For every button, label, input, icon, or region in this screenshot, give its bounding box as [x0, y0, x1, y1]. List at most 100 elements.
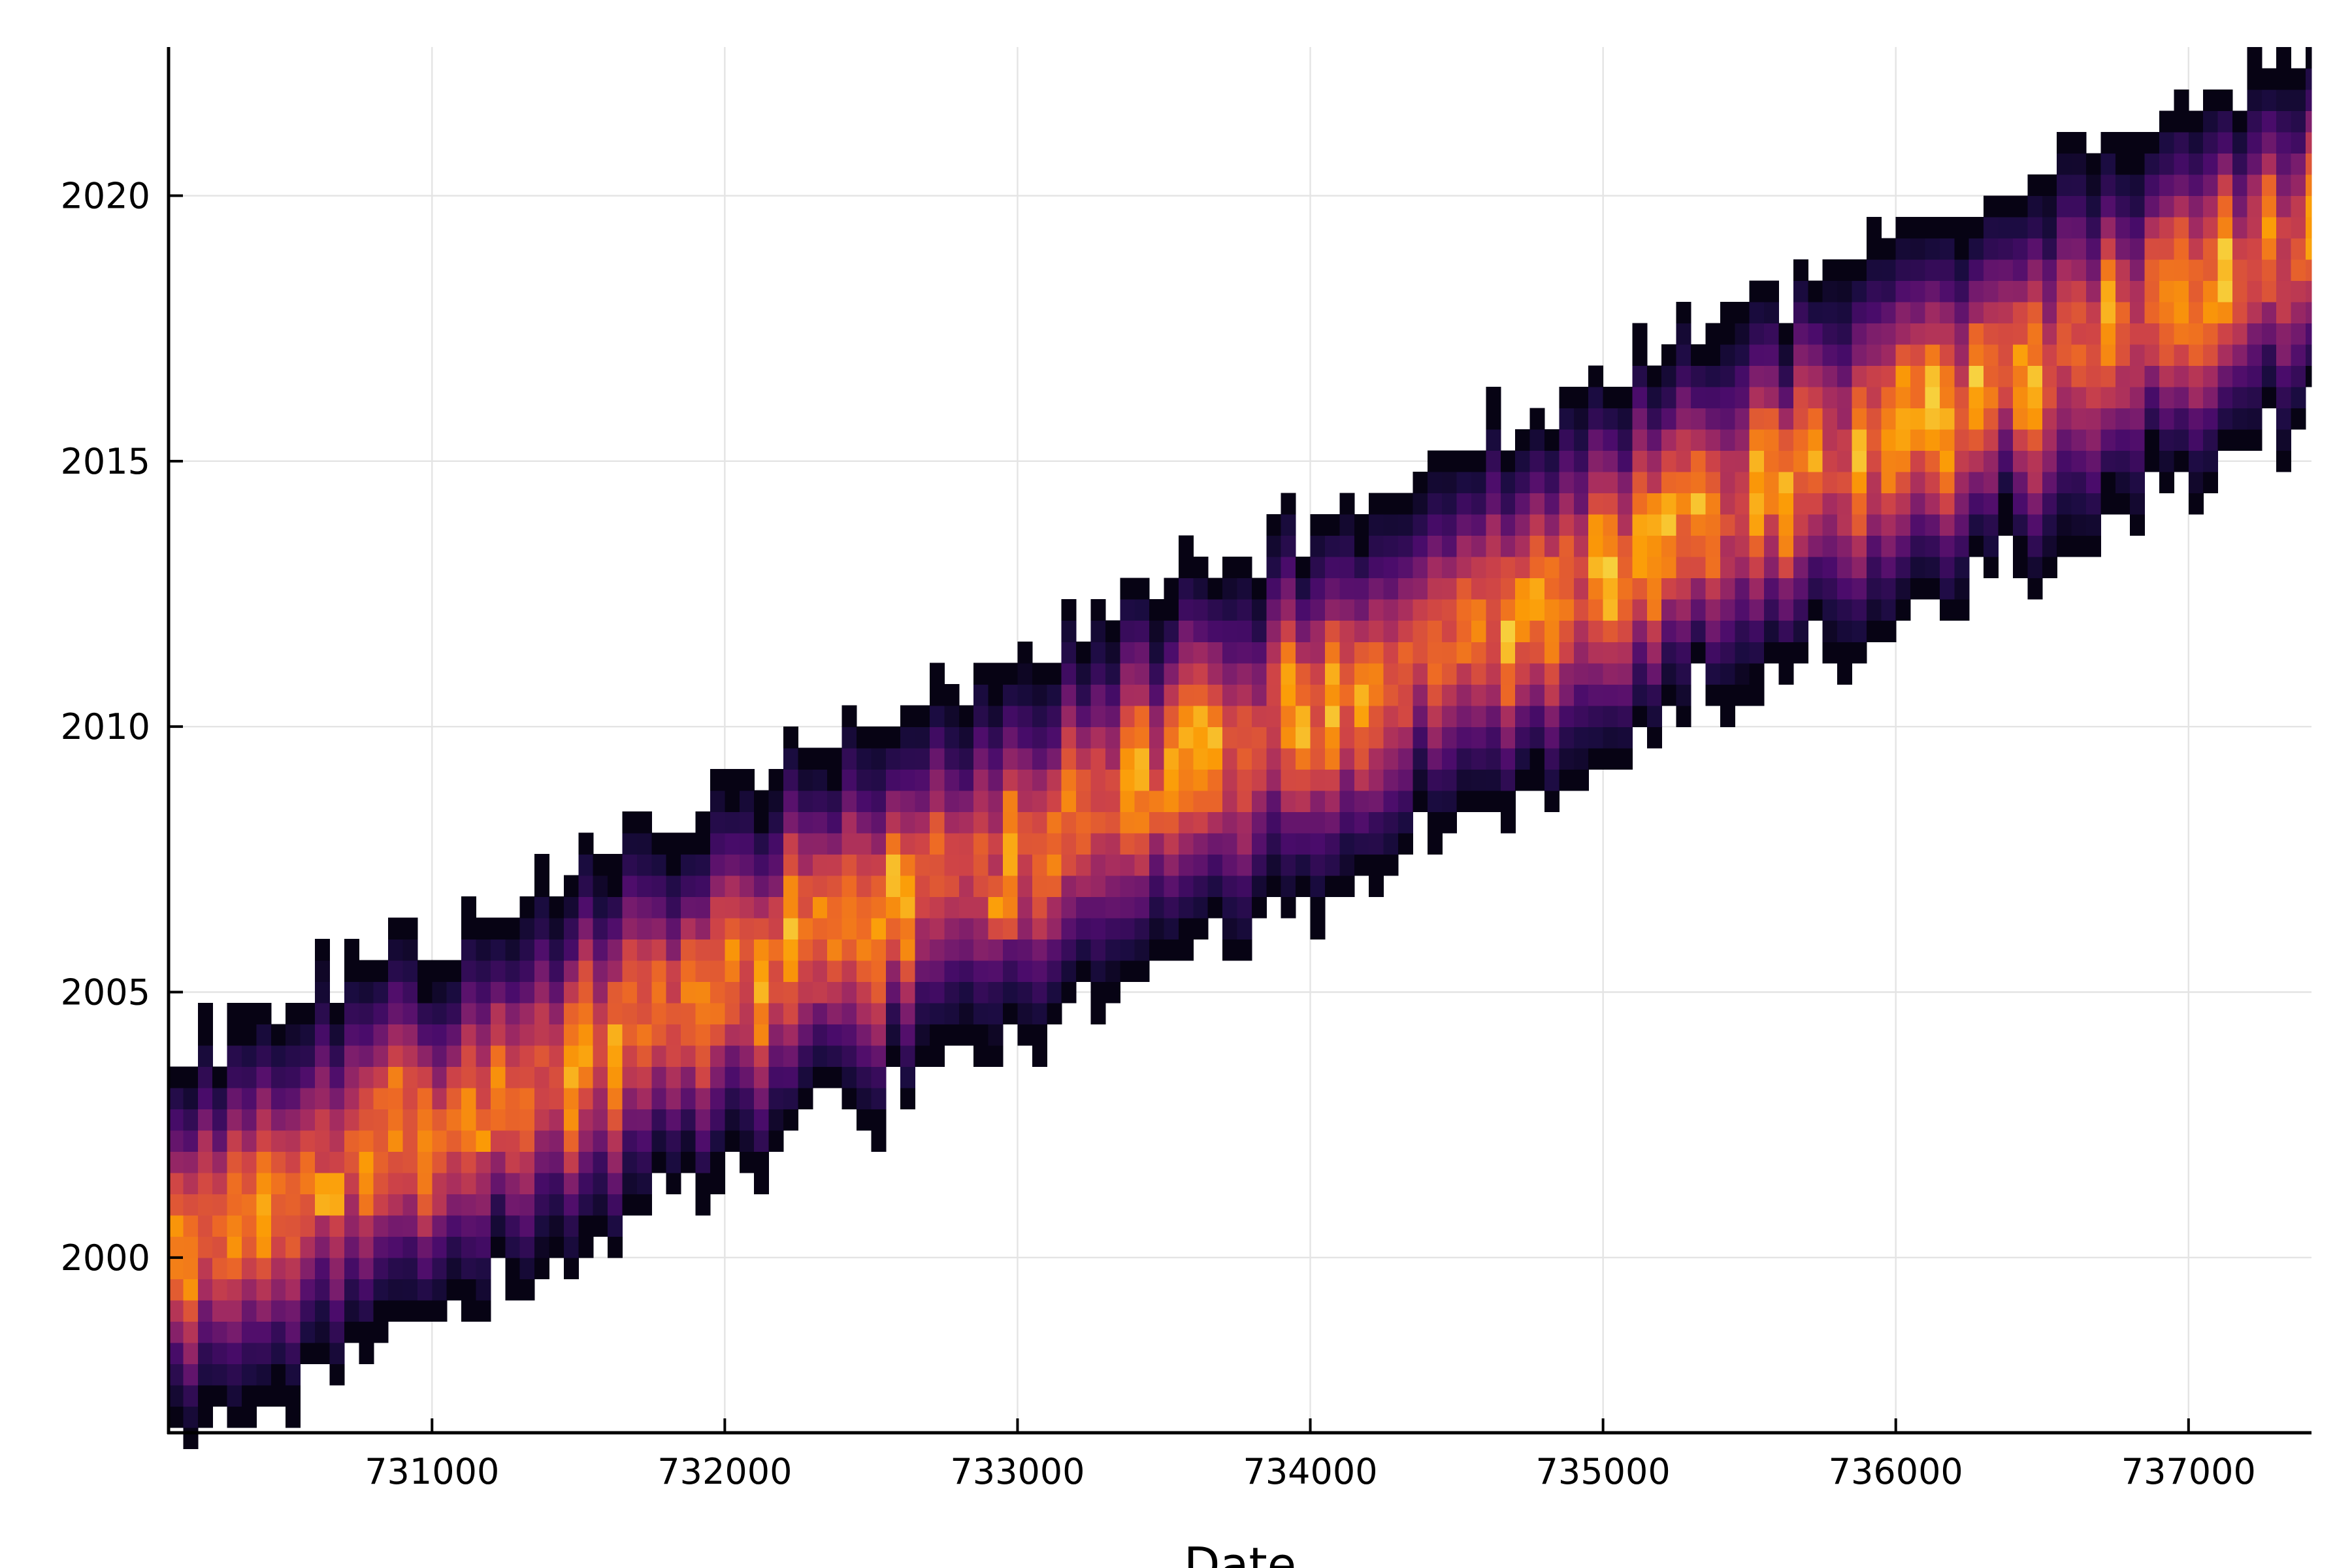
heatmap-cell: [388, 981, 404, 1004]
heatmap-cell: [1954, 429, 1970, 451]
heatmap-cell: [1735, 493, 1750, 515]
heatmap-cell: [1529, 599, 1545, 621]
heatmap-cell: [476, 917, 491, 939]
heatmap-cell: [1486, 429, 1501, 451]
heatmap-cell: [373, 1236, 389, 1258]
heatmap-cell: [651, 1066, 667, 1088]
heatmap-cell: [1676, 323, 1691, 345]
heatmap-cell: [2261, 280, 2277, 302]
heatmap-cell: [402, 1172, 418, 1194]
heatmap-cell: [1881, 344, 1897, 367]
heatmap-cell: [1968, 429, 1984, 451]
heatmap-cell: [944, 790, 960, 812]
heatmap-cell: [534, 896, 550, 919]
heatmap-cell: [1895, 514, 1911, 536]
heatmap-cell: [1222, 557, 1238, 579]
heatmap-cell: [2188, 408, 2204, 430]
heatmap-cell: [1427, 727, 1443, 749]
heatmap-cell: [1134, 811, 1150, 834]
heatmap-cell: [402, 1299, 418, 1322]
heatmap-cell: [944, 684, 960, 706]
heatmap-cell: [695, 1109, 711, 1131]
heatmap-cell: [169, 1194, 184, 1216]
heatmap-cell: [1354, 811, 1369, 834]
heatmap-cell: [1281, 747, 1296, 770]
heatmap-cell: [2071, 280, 2087, 302]
heatmap-cell: [2042, 217, 2057, 239]
heatmap-cell: [2247, 323, 2262, 345]
heatmap-cell: [857, 1109, 872, 1131]
heatmap-cell: [900, 811, 916, 834]
heatmap-cell: [608, 1002, 623, 1024]
heatmap-cell: [2276, 47, 2292, 69]
heatmap-cell: [1544, 642, 1560, 664]
heatmap-cell: [1281, 854, 1296, 876]
heatmap-cell: [798, 1045, 813, 1067]
heatmap-cell: [812, 1002, 828, 1024]
heatmap-cell: [1764, 535, 1780, 557]
heatmap-cell: [636, 1024, 652, 1046]
heatmap-cell: [1398, 811, 1413, 834]
heatmap-cell: [725, 790, 740, 812]
heatmap-cell: [197, 1384, 213, 1407]
heatmap-cell: [1164, 578, 1179, 600]
heatmap-cell: [2276, 302, 2292, 324]
heatmap-cell: [1529, 450, 1545, 472]
heatmap-cell: [988, 705, 1004, 727]
heatmap-cell: [1398, 705, 1413, 727]
heatmap-cell: [1090, 747, 1106, 770]
heatmap-cell: [1427, 684, 1443, 706]
heatmap-cell: [754, 1066, 770, 1088]
heatmap-cell: [446, 1279, 462, 1301]
heatmap-cell: [1500, 811, 1516, 834]
heatmap-cell: [710, 875, 725, 897]
heatmap-cell: [1735, 557, 1750, 579]
heatmap-cell: [286, 1236, 301, 1258]
heatmap-cell: [1310, 705, 1326, 727]
heatmap-cell: [1061, 747, 1077, 770]
heatmap-cell: [2042, 493, 2057, 515]
heatmap-cell: [2188, 110, 2204, 133]
heatmap-cell: [695, 1066, 711, 1088]
heatmap-cell: [1954, 238, 1970, 260]
heatmap-cell: [2042, 238, 2057, 260]
heatmap-cell: [754, 811, 770, 834]
heatmap-cell: [519, 917, 535, 939]
heatmap-cell: [417, 1215, 433, 1237]
heatmap-cell: [1735, 408, 1750, 430]
heatmap-cell: [1603, 705, 1618, 727]
heatmap-cell: [857, 747, 872, 770]
heatmap-cell: [1398, 727, 1413, 749]
heatmap-cell: [812, 917, 828, 939]
heatmap-cell: [2217, 90, 2233, 112]
heatmap-cell: [1237, 939, 1252, 961]
heatmap-cell: [1984, 323, 1999, 345]
heatmap-cell: [183, 1427, 199, 1449]
heatmap-cell: [1778, 493, 1794, 515]
heatmap-cell: [1881, 365, 1897, 387]
heatmap-cell: [2174, 429, 2189, 451]
heatmap-cell: [1705, 684, 1721, 706]
heatmap-cell: [1339, 705, 1355, 727]
heatmap-cell: [1632, 514, 1648, 536]
heatmap-cell: [1003, 939, 1018, 961]
heatmap-cell: [1895, 472, 1911, 494]
heatmap-cell: [578, 1215, 594, 1237]
heatmap-cell: [1925, 217, 1940, 239]
heatmap-cell: [2115, 217, 2131, 239]
heatmap-cell: [1134, 578, 1150, 600]
heatmap-cell: [2188, 153, 2204, 175]
heatmap-cell: [2144, 238, 2160, 260]
heatmap-cell: [636, 896, 652, 919]
heatmap-cell: [1925, 280, 1940, 302]
heatmap-cell: [1705, 472, 1721, 494]
heatmap-cell: [1676, 493, 1691, 515]
heatmap-cell: [681, 939, 696, 961]
heatmap-cell: [1998, 408, 2014, 430]
heatmap-cell: [1442, 599, 1458, 621]
heatmap-cell: [1251, 832, 1267, 855]
x-tick-label: 733000: [950, 1451, 1085, 1492]
heatmap-cell: [1529, 705, 1545, 727]
heatmap-cell: [1984, 408, 1999, 430]
heatmap-cell: [885, 769, 901, 791]
